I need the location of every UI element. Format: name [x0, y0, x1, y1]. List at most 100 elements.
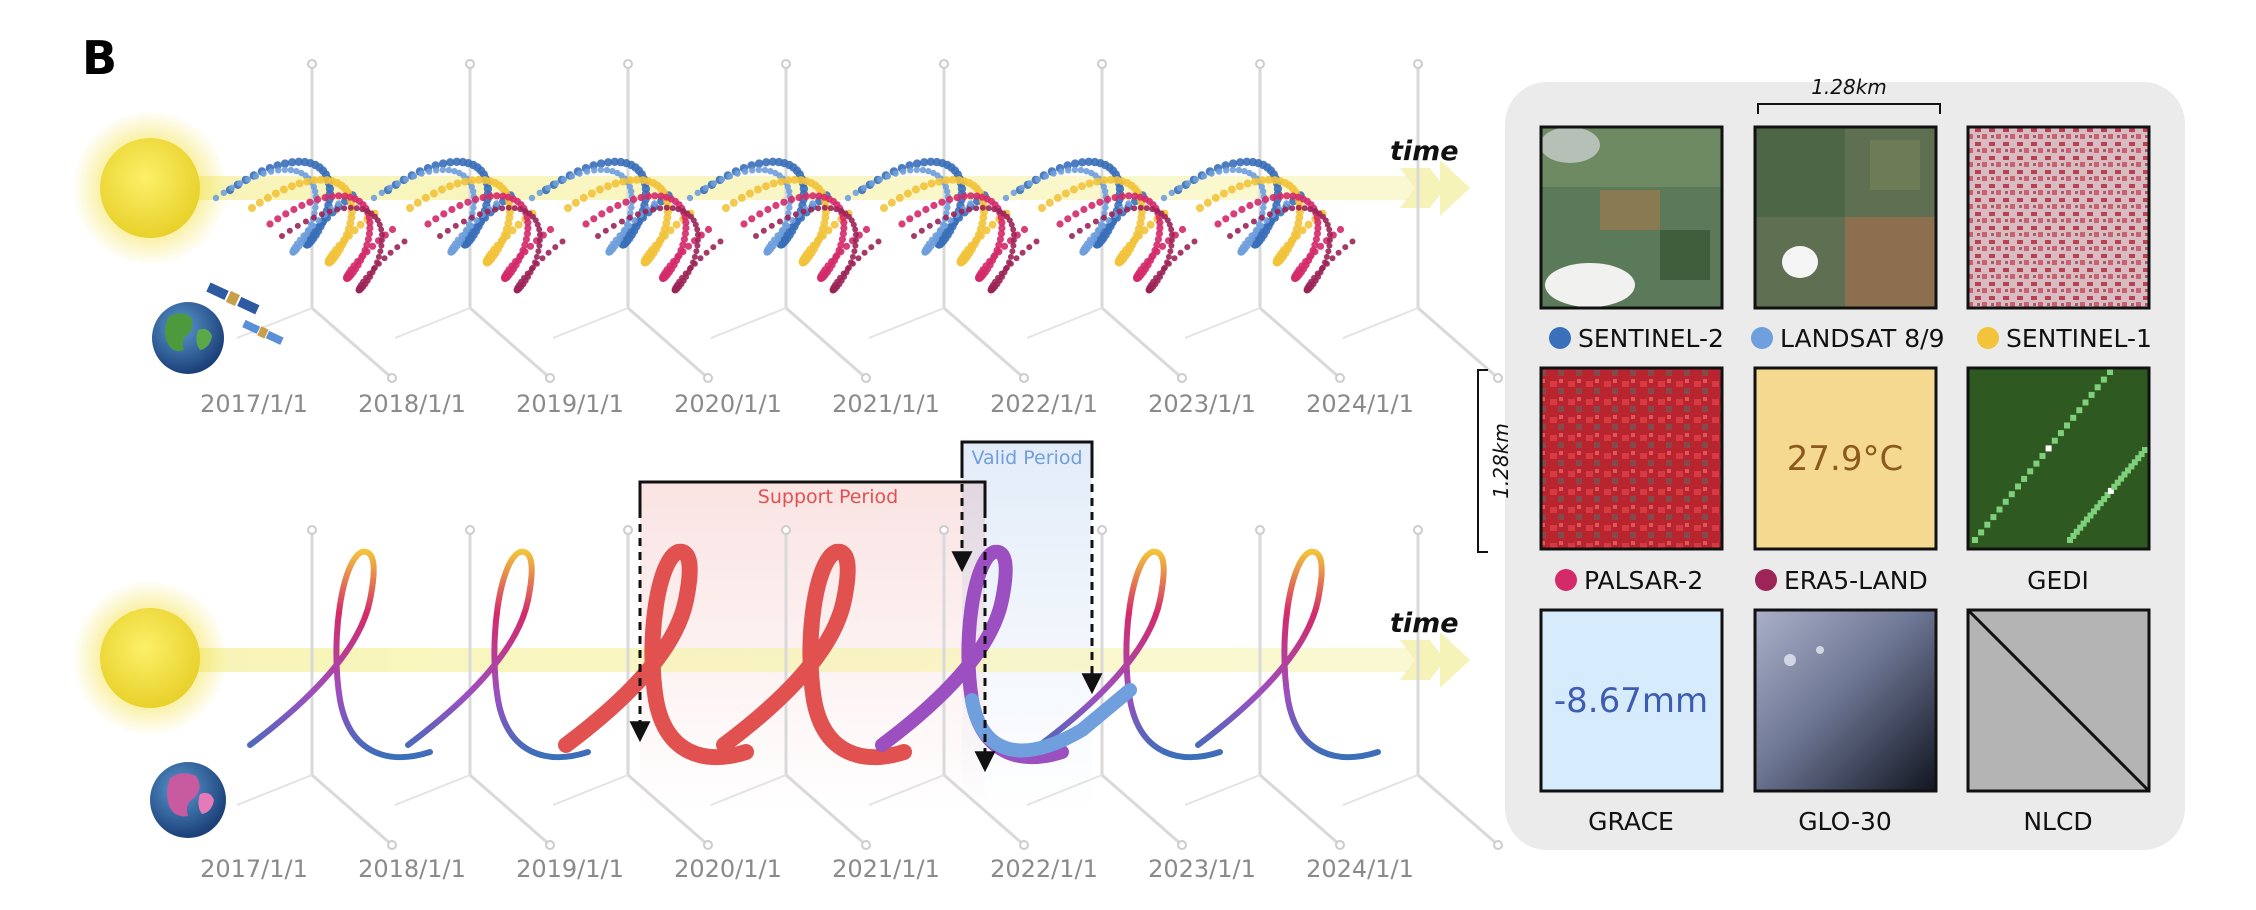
- orbit-dot: [950, 211, 957, 218]
- orbit-dot: [1282, 206, 1289, 213]
- orbit-dot: [947, 217, 954, 224]
- orbit-dot: [802, 192, 810, 200]
- orbit-dot: [335, 192, 343, 200]
- orbit-dot: [1326, 226, 1333, 233]
- orbit-dot: [783, 222, 791, 229]
- gedi-footprint: [1972, 537, 1978, 543]
- era5-land-dot: [1755, 569, 1777, 591]
- orbit-dot: [680, 235, 689, 243]
- year-axis-diagonal: [785, 306, 867, 380]
- orbit-dot: [702, 184, 709, 192]
- orbit-dot: [938, 198, 946, 206]
- orbit-dot: [1242, 222, 1249, 229]
- orbit-dot: [920, 158, 929, 167]
- top-date-labels: 2017/1/1 2018/1/1 2019/1/1 2020/1/1 2021/1/1…: [200, 390, 1414, 418]
- orbit-dot: [694, 231, 701, 238]
- axis-node: [465, 59, 475, 69]
- axis-node: [1177, 840, 1187, 850]
- orbit-dot: [1038, 204, 1046, 212]
- orbit-dot: [967, 192, 975, 200]
- orbit-dot: [789, 217, 796, 224]
- axis-node: [1335, 840, 1345, 850]
- orbit-dot: [1071, 166, 1079, 173]
- orbit-dot: [1102, 204, 1109, 211]
- orbit-dot: [976, 231, 985, 240]
- orbit-dot: [1165, 260, 1172, 267]
- orbit-dot: [1002, 265, 1009, 272]
- orbit-dot: [1248, 232, 1255, 239]
- orbit-dot: [545, 249, 552, 256]
- axis-node: [623, 525, 633, 535]
- spiral-loop: [558, 543, 754, 766]
- gedi-footprint: [2039, 453, 2046, 459]
- gedi-footprint: [2104, 492, 2111, 498]
- orbit-dot: [413, 198, 422, 207]
- orbit-dot: [694, 226, 701, 233]
- orbit-dot: [533, 260, 540, 267]
- orbit-dot: [587, 189, 596, 198]
- orbit-dot: [271, 189, 280, 198]
- orbit-dot: [366, 219, 374, 227]
- orbit-dot: [274, 215, 282, 223]
- axis-node: [387, 373, 397, 383]
- gedi-footprint: [2090, 508, 2097, 515]
- orbit-dot: [363, 274, 369, 281]
- orbit-dot: [918, 227, 925, 234]
- gedi-footprint: [2021, 475, 2028, 482]
- orbit-dot: [576, 170, 583, 177]
- orbit-dot: [942, 214, 949, 221]
- orbit-dot: [876, 176, 884, 183]
- year-axis-diagonal: [1417, 306, 1499, 380]
- orbit-dot: [366, 270, 373, 277]
- orbit-dot: [280, 159, 290, 168]
- orbit-dot: [497, 236, 506, 245]
- orbit-dot: [1274, 208, 1281, 215]
- orbit-dot: [248, 204, 256, 212]
- orbit-dot: [394, 244, 401, 251]
- orbit-dot: [1234, 227, 1241, 234]
- orbit-dot: [979, 204, 986, 211]
- orbit-dot: [378, 231, 385, 238]
- orbit-dot: [1131, 192, 1139, 200]
- orbit-dot: [1252, 227, 1260, 234]
- orbit-dot: [300, 232, 307, 239]
- gedi-footprint: [2107, 487, 2114, 494]
- orbit-dot: [220, 189, 227, 196]
- orbit-dot: [255, 198, 264, 207]
- gedi-footprint: [2118, 475, 2125, 482]
- orbit-dot: [394, 180, 402, 187]
- support-period-label: Support Period: [758, 486, 898, 508]
- axis-node: [1097, 59, 1107, 69]
- orbit-dot: [347, 204, 354, 211]
- year-axis-diagonal: [1101, 306, 1183, 380]
- orbit-dot: [1010, 189, 1017, 196]
- date-label: 2024/1/1: [1306, 390, 1414, 418]
- orbit-dot: [306, 198, 314, 206]
- orbit-dot: [335, 200, 342, 207]
- orbit-dot: [679, 274, 685, 281]
- orbit-dot: [672, 220, 681, 229]
- orbit-dot: [729, 198, 738, 207]
- bottom-time-label: time: [1390, 608, 1459, 639]
- orbit-dot: [310, 214, 317, 221]
- orbit-dot: [378, 237, 385, 244]
- orbit-dot: [1184, 180, 1192, 187]
- orbit-dot: [536, 231, 543, 238]
- year-axis-diagonal: [627, 773, 709, 847]
- orbit-dot: [995, 248, 1003, 256]
- orbit-dot: [772, 201, 780, 210]
- top-sun-icon: [72, 110, 228, 266]
- orbit-dot: [1311, 274, 1317, 281]
- orbit-dot: [946, 195, 954, 204]
- gedi-footprint: [2070, 532, 2077, 539]
- orbit-dot: [1243, 179, 1252, 188]
- orbit-dot: [998, 219, 1006, 227]
- axis-node: [1413, 59, 1423, 69]
- orbit-dot: [1045, 198, 1054, 207]
- orbit-dot: [1155, 230, 1163, 238]
- tile-label-landsat: LANDSAT 8/9: [1751, 324, 1945, 353]
- orbit-dot: [370, 194, 378, 202]
- orbit-dot: [1283, 200, 1290, 207]
- orbit-dot: [302, 218, 309, 225]
- gedi-footprint: [2073, 528, 2080, 535]
